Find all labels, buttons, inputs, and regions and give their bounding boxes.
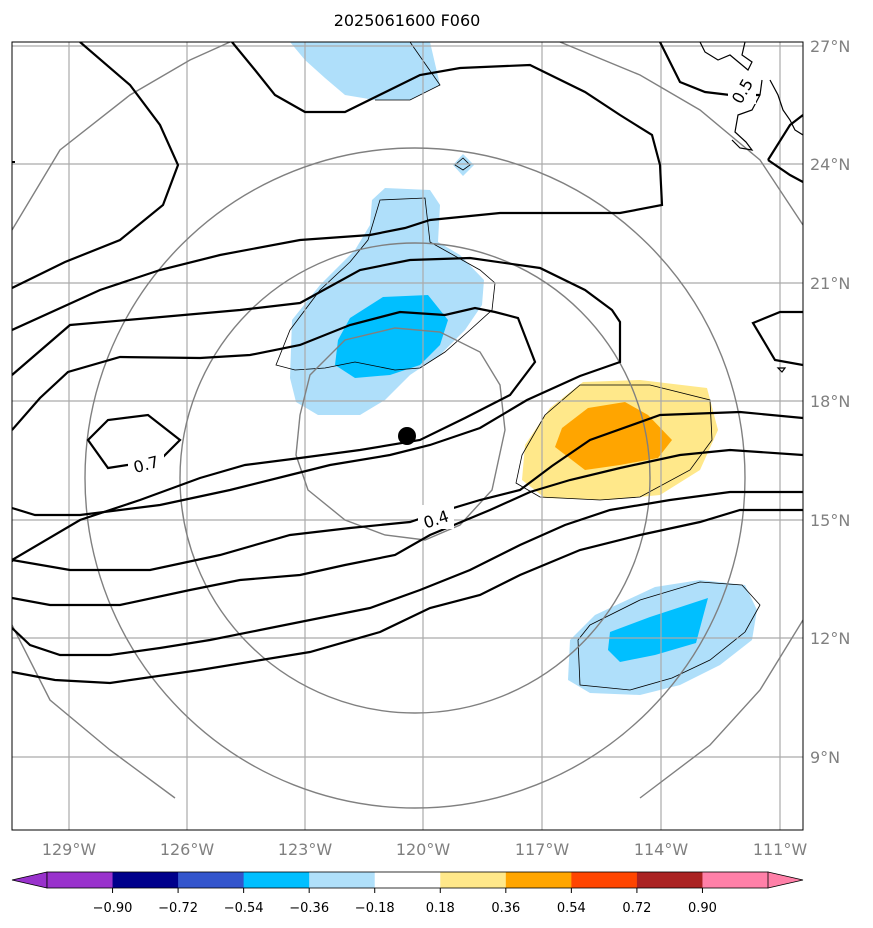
lon-label-114w: 114°W <box>634 840 689 859</box>
latitude-labels: 27°N 24°N 21°N 18°N 15°N 12°N 9°N <box>810 37 850 767</box>
lat-label-12n: 12°N <box>810 629 850 648</box>
colorbar-segment <box>112 872 179 888</box>
lon-label-126w: 126°W <box>160 840 215 859</box>
colorbar-tick-label: −0.90 <box>93 901 133 916</box>
contour-label-04-bg <box>418 505 454 529</box>
outline-small <box>454 157 471 171</box>
range-ring-outermost-right <box>559 42 803 226</box>
colorbar-tick-label: 0.90 <box>688 901 717 916</box>
range-ring-middle <box>179 242 651 714</box>
contour-top-left <box>12 42 180 289</box>
range-ring-outermost-right-bottom <box>639 619 803 799</box>
colorbar-frame <box>46 871 769 889</box>
colorbar-segment <box>702 872 769 888</box>
colorbar-tick-labels: −0.90 −0.72 −0.54 −0.36 −0.18 0.18 0.36 0.54 0.7… <box>93 888 717 916</box>
range-ring-outermost-left-bottom <box>12 624 176 799</box>
colorbar-segment <box>571 872 638 888</box>
lat-label-24n: 24°N <box>810 155 850 174</box>
outline-north <box>375 42 441 101</box>
lon-label-129w: 129°W <box>42 840 97 859</box>
colorbar-left-extension <box>11 871 48 889</box>
outline-central <box>275 197 496 371</box>
lat-label-18n: 18°N <box>810 392 850 411</box>
lat-label-9n: 9°N <box>810 748 840 767</box>
shade-outlines <box>275 42 761 691</box>
colorbar-tick-label: −0.54 <box>224 901 264 916</box>
lon-label-123w: 123°W <box>278 840 333 859</box>
contour-right-box <box>751 310 803 367</box>
contour-05 <box>767 114 803 161</box>
shaded-anomalies <box>290 42 757 695</box>
contour-05-b <box>767 159 803 183</box>
outline-southeast <box>577 581 761 691</box>
contour-5 <box>12 448 803 607</box>
storm-center-dot <box>398 427 416 445</box>
colorbar-tick-label: 0.18 <box>426 901 455 916</box>
contour-label-05-bg <box>728 78 756 104</box>
colorbar-tick-label: 0.72 <box>622 901 651 916</box>
baja-coast <box>699 42 753 71</box>
colorbar-segment <box>178 872 245 888</box>
coastline <box>699 42 803 373</box>
range-ring-outer <box>84 147 746 809</box>
colorbar-tick-label: 0.36 <box>491 901 520 916</box>
map-area: 0.7 0.4 0.5 <box>12 42 803 830</box>
contour-3 <box>12 306 537 562</box>
contour-top-middle <box>12 42 664 332</box>
contour-6 <box>12 490 803 657</box>
range-ring-inner <box>295 327 506 541</box>
coast-fragment <box>776 367 787 373</box>
colorbar-segments <box>47 872 769 888</box>
lat-label-21n: 21°N <box>810 274 850 293</box>
colorbar-tick-label: −0.18 <box>355 901 395 916</box>
range-ring-outermost-left <box>12 42 231 231</box>
lon-label-117w: 117°W <box>515 840 570 859</box>
longitude-labels: 129°W 126°W 123°W 120°W 117°W 114°W 111°… <box>42 840 808 859</box>
range-rings <box>12 42 803 809</box>
colorbar-segment <box>440 872 507 888</box>
colorbar-segment <box>309 872 376 888</box>
mainland-coast <box>769 79 803 136</box>
blue-area-southeast <box>608 598 708 662</box>
contour-07 <box>86 413 182 470</box>
contour-label-07-bg <box>128 450 164 474</box>
colorbar-segment <box>636 872 703 888</box>
colorbar-tick-label: −0.36 <box>289 901 329 916</box>
light-blue-area-small <box>453 154 474 176</box>
contour-7 <box>12 508 803 685</box>
colorbar-segment <box>374 872 441 888</box>
light-blue-area-north <box>290 42 440 100</box>
blue-area-central <box>335 295 448 378</box>
lat-label-27n: 27°N <box>810 37 850 56</box>
map-frame <box>11 41 804 831</box>
colorbar-right-extension <box>767 871 804 889</box>
colorbar-tick-label: 0.54 <box>557 901 586 916</box>
baja-coast-south <box>731 79 763 151</box>
outline-yellow <box>515 384 713 501</box>
lon-label-120w: 120°W <box>396 840 451 859</box>
colorbar-segment <box>243 872 310 888</box>
contour-2 <box>12 256 622 517</box>
colorbar-tick-label: −0.72 <box>158 901 198 916</box>
colorbar: −0.90 −0.72 −0.54 −0.36 −0.18 0.18 0.36 0.54 0.7… <box>11 871 804 916</box>
colorbar-segment <box>47 872 114 888</box>
lat-label-15n: 15°N <box>810 511 850 530</box>
colorbar-segment <box>505 872 572 888</box>
figure-title: 2025061600 F060 <box>334 11 481 30</box>
lon-label-111w: 111°W <box>753 840 808 859</box>
